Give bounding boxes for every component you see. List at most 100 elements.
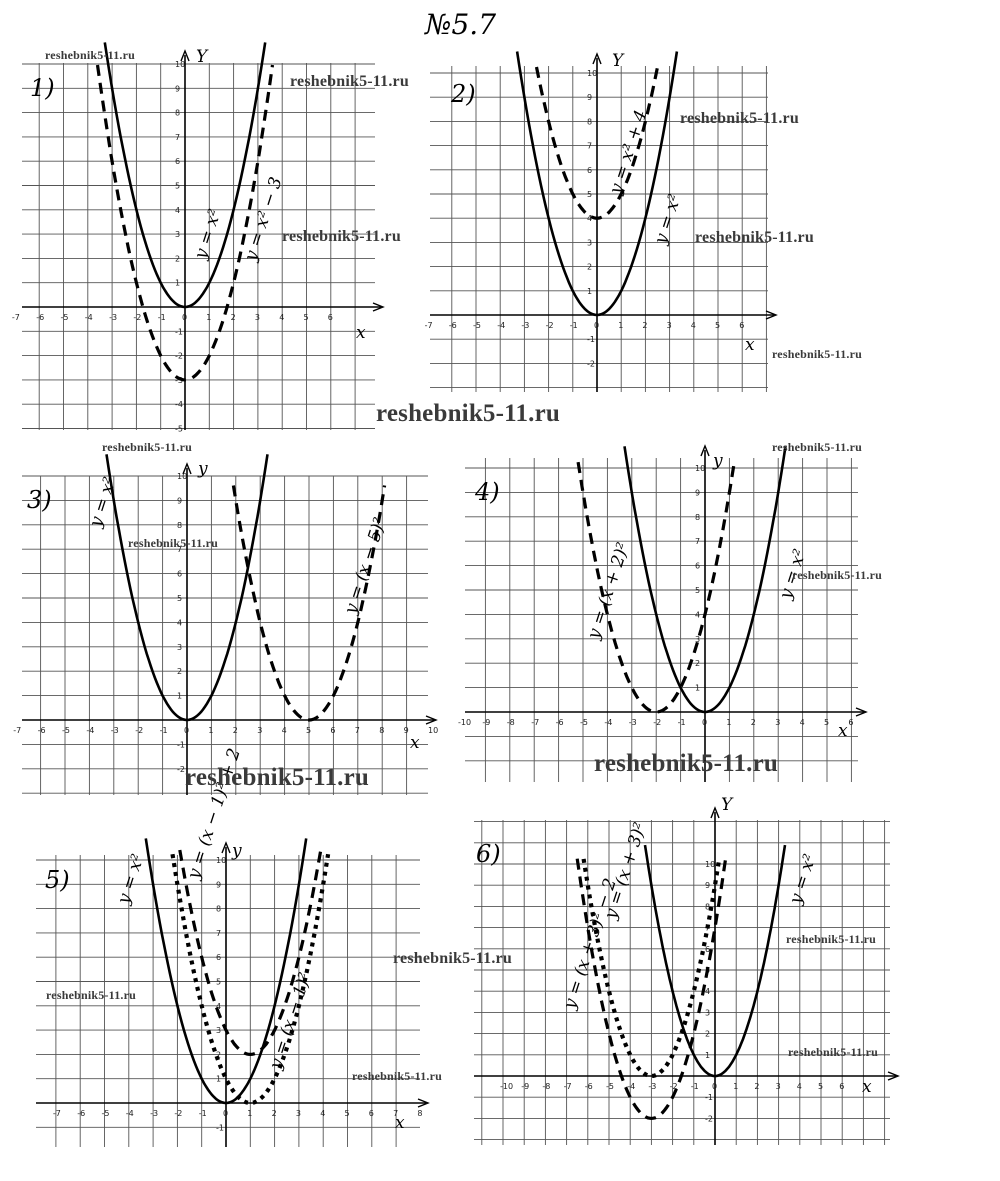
y-tick-label: 8 bbox=[216, 905, 221, 914]
y-tick-label: 8 bbox=[705, 902, 710, 911]
x-tick-label: 2 bbox=[272, 1109, 277, 1118]
y-tick-label: 7 bbox=[177, 545, 182, 554]
y-tick-label: 4 bbox=[705, 987, 710, 996]
x-tick-label: 6 bbox=[328, 313, 333, 322]
y-tick-label: 9 bbox=[695, 488, 700, 497]
y-tick-label: 1 bbox=[177, 692, 182, 701]
page-title: №5.7 bbox=[425, 8, 497, 41]
y-tick-label: -1 bbox=[216, 1123, 224, 1132]
y-tick-label: 7 bbox=[695, 537, 700, 546]
x-axis-label: x bbox=[356, 323, 366, 343]
y-tick-label: 8 bbox=[175, 109, 180, 118]
y-tick-label: 7 bbox=[587, 142, 592, 151]
y-tick-label: -2 bbox=[705, 1114, 713, 1123]
parabola-curve bbox=[231, 485, 387, 722]
x-tick-label: 4 bbox=[800, 718, 805, 727]
y-tick-label: 3 bbox=[587, 238, 592, 247]
watermark: reshebnik5-11.ru bbox=[772, 440, 862, 454]
x-tick-label: -3 bbox=[648, 1082, 656, 1091]
x-tick-label: -5 bbox=[62, 726, 70, 735]
x-tick-label: 0 bbox=[223, 1109, 228, 1118]
x-tick-label: 3 bbox=[257, 726, 262, 735]
watermark: reshebnik5-11.ru bbox=[128, 536, 218, 550]
graph-panel-4: -10 -9 -8 -7 -6 -5 -4 -3 -2 -1 0 1 2 3 4 5 610987654321y… bbox=[458, 444, 868, 782]
x-tick-label: 3 bbox=[775, 718, 780, 727]
curve-label: y = (x + 2)² bbox=[583, 540, 633, 643]
y-tick-label: 3 bbox=[216, 1026, 221, 1035]
x-tick-label: 5 bbox=[345, 1109, 350, 1118]
x-tick-label: -6 bbox=[556, 718, 564, 727]
watermark: reshebnik5-11.ru bbox=[786, 932, 876, 946]
x-tick-label: 2 bbox=[754, 1082, 759, 1091]
x-tick-label: -5 bbox=[473, 321, 481, 330]
parabola-curve bbox=[95, 64, 275, 382]
curve-label: y = (x − 5)² bbox=[340, 515, 390, 618]
x-axis-label: x bbox=[862, 1077, 872, 1097]
x-tick-label: 1 bbox=[208, 726, 213, 735]
parabola-curve bbox=[581, 858, 722, 1079]
y-tick-label: 2 bbox=[177, 667, 182, 676]
x-tick-label: 5 bbox=[715, 321, 720, 330]
x-tick-label: -6 bbox=[36, 313, 44, 322]
x-tick-label: -1 bbox=[199, 1109, 207, 1118]
y-axis-label: y bbox=[197, 459, 208, 479]
x-tick-label: 0 bbox=[184, 726, 189, 735]
x-tick-label: -2 bbox=[133, 313, 141, 322]
x-tick-label: 8 bbox=[379, 726, 384, 735]
y-axis-arrow bbox=[710, 806, 720, 819]
x-tick-label: -5 bbox=[580, 718, 588, 727]
grid bbox=[22, 475, 428, 795]
y-tick-label: 1 bbox=[216, 1075, 221, 1084]
y-tick-label: -5 bbox=[175, 425, 183, 434]
watermark: reshebnik5-11.ru bbox=[393, 950, 512, 967]
x-tick-label: -7 bbox=[425, 321, 433, 330]
y-axis-arrow bbox=[180, 49, 190, 62]
y-tick-label: 6 bbox=[587, 166, 592, 175]
x-tick-label: 3 bbox=[776, 1082, 781, 1091]
y-axis-label: y bbox=[712, 451, 723, 471]
x-axis-arrow bbox=[887, 1071, 900, 1081]
x-tick-label: -1 bbox=[678, 718, 686, 727]
x-axis-arrow bbox=[855, 707, 868, 717]
x-tick-label: 6 bbox=[369, 1109, 374, 1118]
y-tick-label: 1 bbox=[587, 287, 592, 296]
panel-number: 5) bbox=[45, 866, 70, 894]
x-tick-label: -1 bbox=[160, 726, 168, 735]
y-tick-label: 10 bbox=[216, 856, 226, 865]
graph-panel-3: -7 -6 -5 -4 -3 -2 -1 0 1 2 3 4 5 6 7 8 9 10 10 9 8 7 6 5 4 3 2 1 -1 -… bbox=[13, 454, 438, 795]
y-tick-label: 5 bbox=[695, 586, 700, 595]
y-tick-label: -1 bbox=[177, 740, 185, 749]
x-tick-label: -3 bbox=[150, 1109, 158, 1118]
x-tick-label: 0 bbox=[594, 321, 599, 330]
y-tick-label: -2 bbox=[175, 352, 183, 361]
x-tick-label: 4 bbox=[797, 1082, 802, 1091]
y-tick-label: 8 bbox=[695, 513, 700, 522]
watermark-main: reshebnik5-11.ru bbox=[185, 764, 370, 791]
x-tick-label: 6 bbox=[848, 718, 853, 727]
x-tick-label: 0 bbox=[702, 718, 707, 727]
x-tick-label: -3 bbox=[521, 321, 529, 330]
y-axis-label: Y bbox=[196, 47, 209, 67]
y-tick-label: 1 bbox=[175, 279, 180, 288]
grid bbox=[465, 458, 858, 782]
x-tick-label: 6 bbox=[330, 726, 335, 735]
y-tick-label: -2 bbox=[177, 765, 185, 774]
x-tick-label: -3 bbox=[629, 718, 637, 727]
x-tick-label: 5 bbox=[818, 1082, 823, 1091]
panel-number: 3) bbox=[27, 486, 52, 514]
x-tick-label: -6 bbox=[38, 726, 46, 735]
graph-panel-6: -10 -9 -8 -7 -6 -5 -4 -3 -2 -1 0 1 2 3 4 5 610987654321-… bbox=[474, 795, 900, 1145]
y-axis-label: y bbox=[231, 841, 242, 861]
y-tick-label: 6 bbox=[705, 945, 710, 954]
watermark: reshebnik5-11.ru bbox=[788, 1045, 878, 1059]
x-tick-label: 3 bbox=[255, 313, 260, 322]
y-tick-label: 5 bbox=[177, 594, 182, 603]
watermark: reshebnik5-11.ru bbox=[290, 73, 409, 90]
y-tick-label: -2 bbox=[587, 359, 595, 368]
x-tick-label: -9 bbox=[482, 718, 490, 727]
curve-label: y = x² bbox=[785, 852, 820, 908]
x-tick-label: -1 bbox=[570, 321, 578, 330]
y-tick-label: 10 bbox=[695, 464, 705, 473]
parabola-curve bbox=[103, 42, 267, 309]
